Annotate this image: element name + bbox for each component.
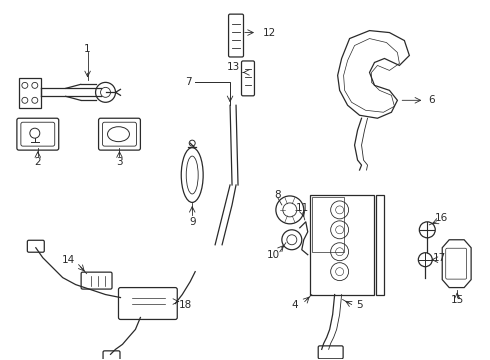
Text: 17: 17 [433, 253, 446, 263]
Text: 2: 2 [34, 157, 41, 167]
Text: 11: 11 [296, 203, 309, 213]
Text: 15: 15 [450, 294, 464, 305]
Text: 5: 5 [356, 300, 363, 310]
Text: 14: 14 [62, 255, 75, 265]
Text: 12: 12 [263, 28, 276, 37]
Text: 7: 7 [185, 77, 192, 87]
Text: 3: 3 [116, 157, 123, 167]
Text: 18: 18 [179, 300, 192, 310]
Text: 6: 6 [428, 95, 435, 105]
Text: 16: 16 [435, 213, 448, 223]
Text: 9: 9 [189, 217, 196, 227]
Text: 10: 10 [267, 250, 279, 260]
Text: 4: 4 [292, 300, 298, 310]
Text: 13: 13 [226, 62, 240, 72]
Text: 8: 8 [274, 190, 281, 200]
Text: 1: 1 [84, 44, 91, 54]
